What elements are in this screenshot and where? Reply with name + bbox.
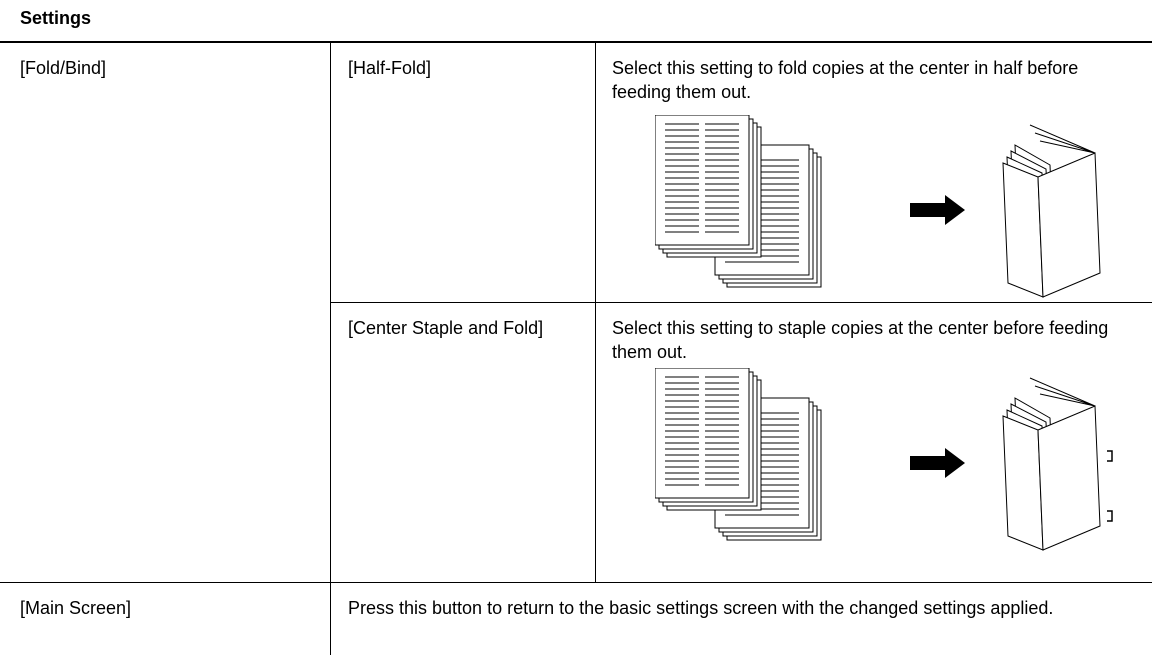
row-border [330,302,1152,303]
cell-label: [Main Screen] [20,598,132,618]
cell-description: Select this setting to staple copies at … [612,318,1109,362]
col-border [595,43,596,582]
illustration-center-staple [655,368,1113,551]
col-border [330,43,331,655]
section-title: Settings [20,8,92,28]
cell-description: Select this setting to fold copies at th… [612,58,1079,102]
cell-option: [Half-Fold] [348,58,432,78]
illustration-half-fold [655,115,1101,298]
header-rule [0,41,1152,43]
cell-label: [Fold/Bind] [20,58,107,78]
cell-description: Press this button to return to the basic… [348,598,1054,618]
cell-option: [Center Staple and Fold] [348,318,544,338]
row-border [0,582,1152,583]
